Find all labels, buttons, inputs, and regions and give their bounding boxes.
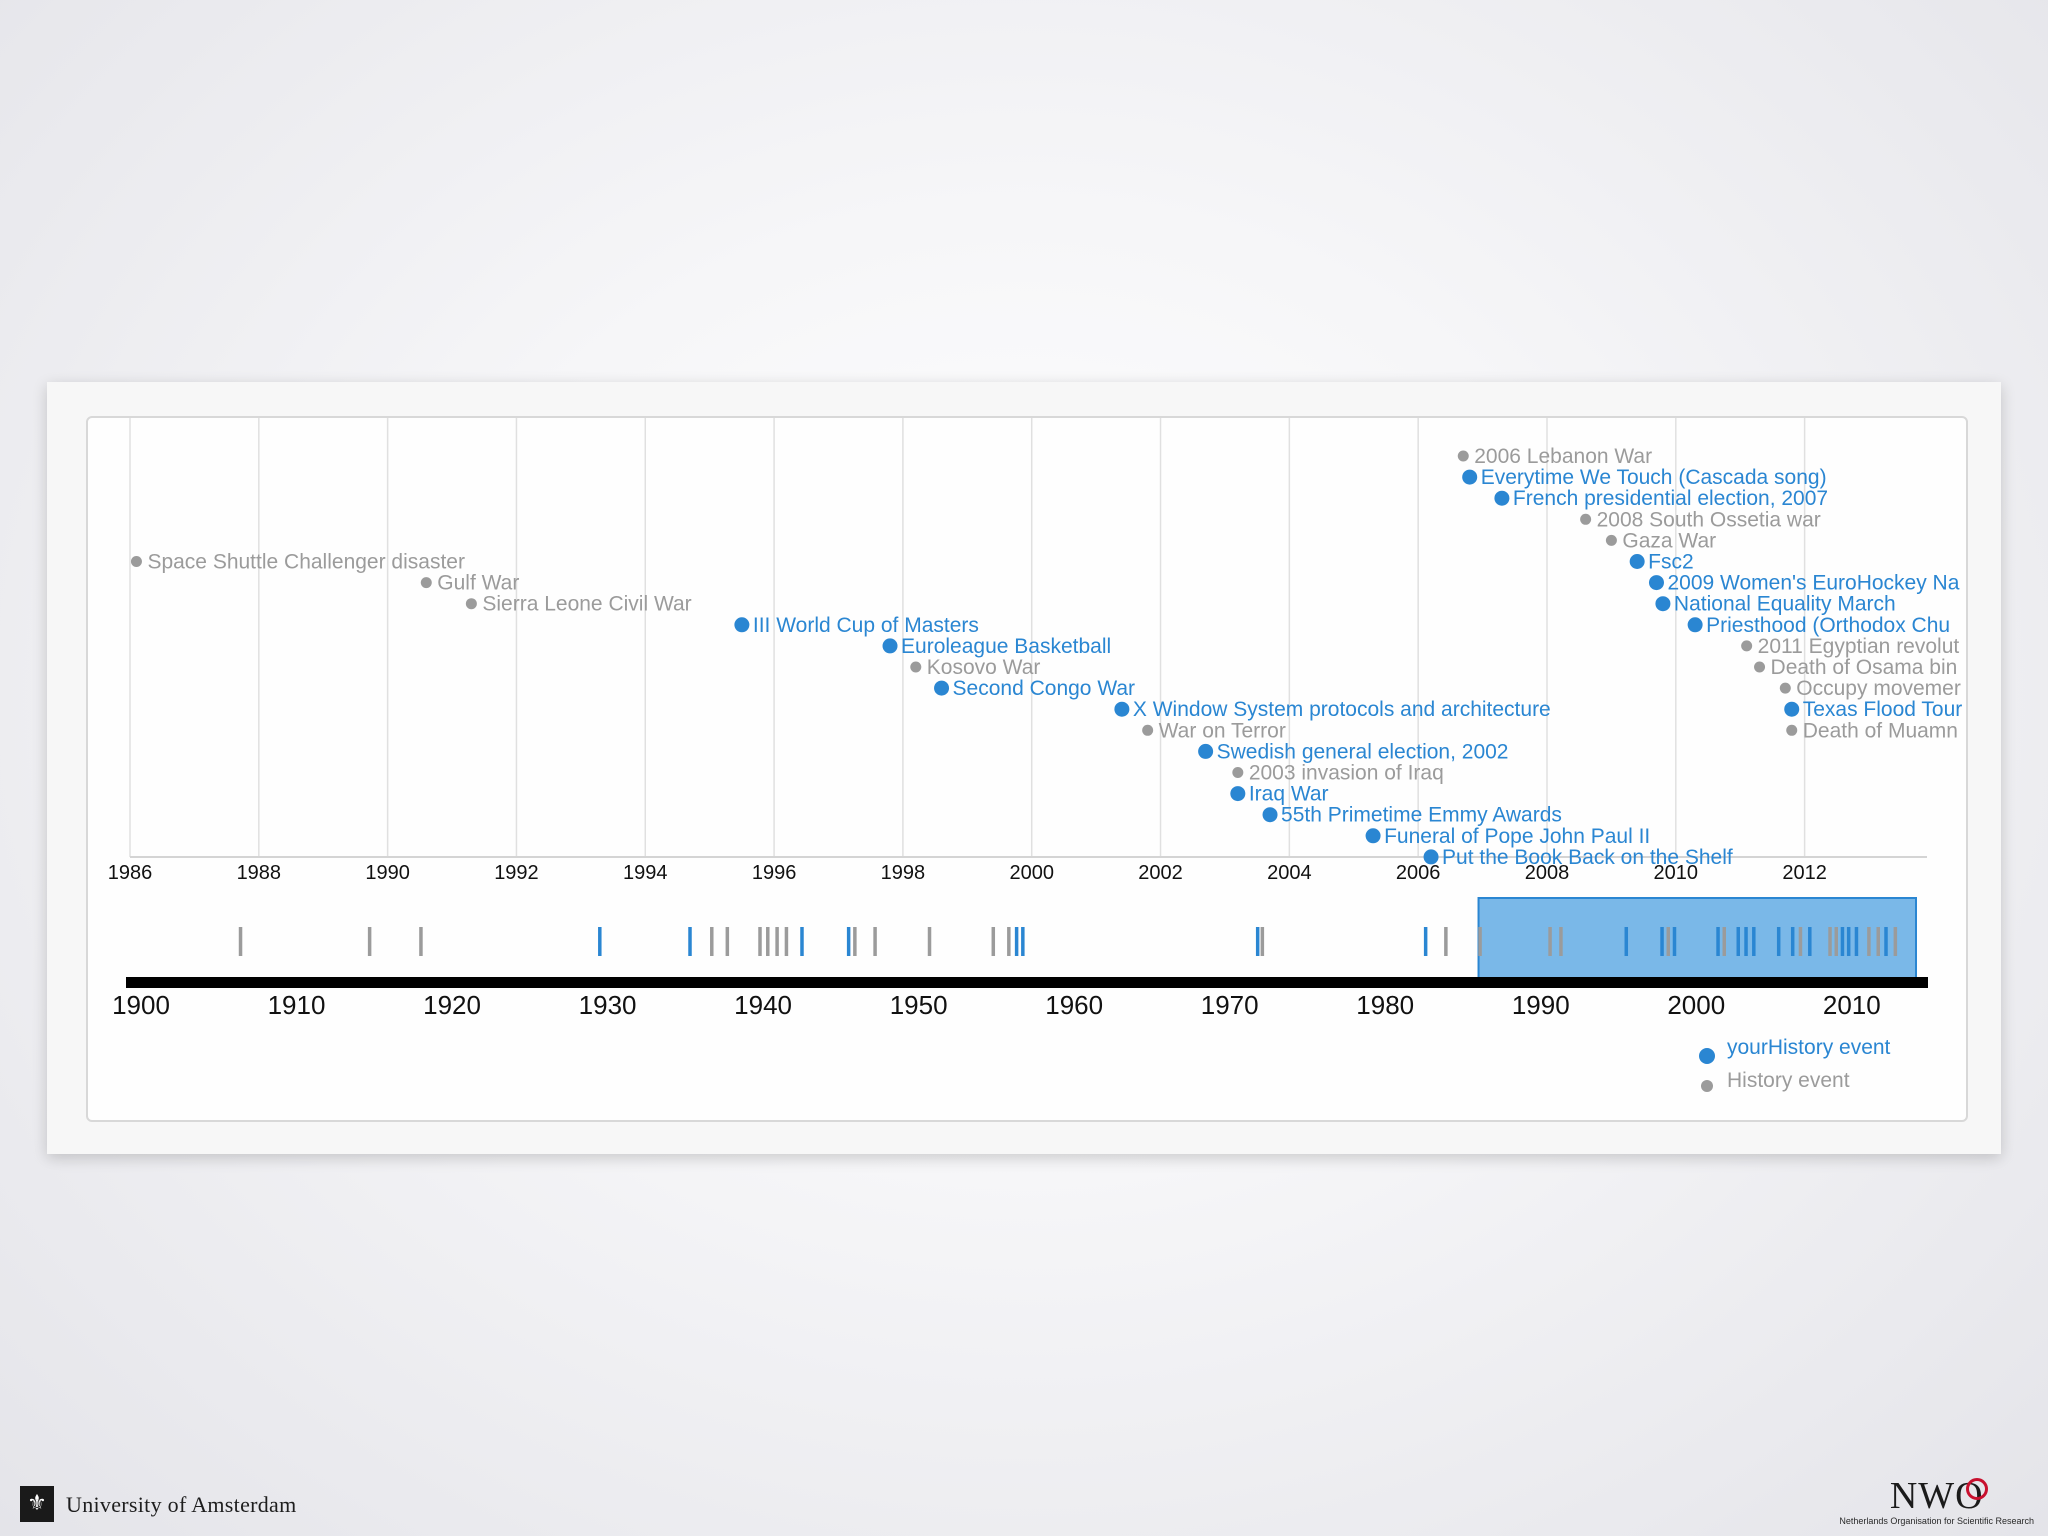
event-label[interactable]: Space Shuttle Challenger disaster <box>147 551 465 574</box>
event-label[interactable]: Swedish general election, 2002 <box>1217 740 1509 763</box>
focus-axis-tick-label: 1998 <box>881 862 926 884</box>
context-axis-tick-label: 1900 <box>112 990 170 1020</box>
event-point[interactable] <box>1648 575 1664 591</box>
context-axis-tick-label: 1940 <box>734 990 792 1020</box>
event-label[interactable]: Everytime We Touch (Cascada song) <box>1481 466 1827 489</box>
context-axis-tick-label: 1990 <box>1512 990 1570 1020</box>
event-label[interactable]: Priesthood (Orthodox Chu <box>1706 614 1950 637</box>
legend-marker <box>1699 1048 1715 1064</box>
focus-axis-tick-label: 2012 <box>1782 862 1827 884</box>
event-point[interactable] <box>1779 682 1791 694</box>
legend-marker <box>1701 1080 1713 1092</box>
event-label[interactable]: French presidential election, 2007 <box>1513 487 1828 510</box>
event-point[interactable] <box>1114 701 1130 717</box>
event-label[interactable]: Death of Osama bin <box>1771 656 1958 679</box>
event-point[interactable] <box>1142 724 1154 736</box>
event-point[interactable] <box>420 577 432 589</box>
event-point[interactable] <box>1365 828 1381 844</box>
context-axis-tick-label: 2010 <box>1823 990 1881 1020</box>
uva-emblem-icon: ⚜ <box>20 1486 54 1522</box>
nwo-wordmark: NWO <box>1890 1474 1988 1518</box>
event-label[interactable]: Iraq War <box>1249 783 1329 806</box>
event-label[interactable]: 2006 Lebanon War <box>1474 445 1652 468</box>
event-label[interactable]: X Window System protocols and architectu… <box>1133 698 1551 721</box>
context-axis-tick-label: 1980 <box>1356 990 1414 1020</box>
event-label[interactable]: National Equality March <box>1674 593 1896 616</box>
event-label[interactable]: Texas Flood Tour <box>1803 698 1963 721</box>
event-label[interactable]: 2009 Women's EuroHockey Na <box>1667 572 1959 595</box>
focus-axis-tick-label: 1996 <box>752 862 797 884</box>
context-axis-tick-label: 1960 <box>1045 990 1103 1020</box>
context-axis-tick-label: 2000 <box>1667 990 1725 1020</box>
event-point[interactable] <box>1741 640 1753 652</box>
event-point[interactable] <box>1462 469 1478 485</box>
event-point[interactable] <box>1198 743 1214 759</box>
event-point[interactable] <box>1655 596 1671 612</box>
event-point[interactable] <box>1605 534 1617 546</box>
event-point[interactable] <box>130 556 142 567</box>
event-label[interactable]: Euroleague Basketball <box>901 635 1111 658</box>
event-point[interactable] <box>1754 661 1766 673</box>
focus-axis-tick-label: 1990 <box>365 862 410 884</box>
legend-label: yourHistory event <box>1727 1036 1891 1059</box>
event-point[interactable] <box>1230 786 1246 802</box>
event-point[interactable] <box>734 617 750 633</box>
event-label[interactable]: 2011 Egyptian revolut <box>1758 635 1960 658</box>
focus-axis-tick-label: 2008 <box>1525 862 1570 884</box>
focus-axis-tick-label: 2000 <box>1009 862 1054 884</box>
focus-axis-tick-label: 2004 <box>1267 862 1312 884</box>
context-axis-tick-label: 1970 <box>1201 990 1259 1020</box>
event-label[interactable]: Fsc2 <box>1648 551 1694 574</box>
event-label[interactable]: Occupy movemer <box>1796 677 1961 700</box>
event-point[interactable] <box>910 661 922 673</box>
event-point[interactable] <box>1262 807 1278 823</box>
event-label[interactable]: Kosovo War <box>927 656 1041 679</box>
event-label[interactable]: War on Terror <box>1159 719 1286 742</box>
event-label[interactable]: 55th Primetime Emmy Awards <box>1281 804 1562 827</box>
timeline-chart-frame <box>86 416 1968 1122</box>
focus-axis-tick-label: 2006 <box>1396 862 1441 884</box>
nwo-logo: NWO Netherlands Organisation for Scienti… <box>1839 1474 2034 1526</box>
event-label[interactable]: Gulf War <box>437 572 519 595</box>
event-label[interactable]: III World Cup of Masters <box>753 614 979 637</box>
context-axis-tick-label: 1920 <box>423 990 481 1020</box>
event-point[interactable] <box>1494 490 1510 506</box>
focus-axis-tick-label: 1994 <box>623 862 668 884</box>
event-point[interactable] <box>1580 513 1592 525</box>
event-point[interactable] <box>1629 554 1645 569</box>
event-point[interactable] <box>1232 767 1244 778</box>
event-point[interactable] <box>882 638 898 654</box>
university-name: University of Amsterdam <box>66 1492 297 1517</box>
focus-axis-tick-label: 1992 <box>494 862 539 884</box>
event-label[interactable]: 2008 South Ossetia war <box>1597 508 1821 531</box>
event-point[interactable] <box>1784 701 1800 717</box>
event-point[interactable] <box>1423 849 1439 865</box>
event-label[interactable]: Put the Book Back on the Shelf <box>1442 846 1733 869</box>
context-axis-tick-label: 1910 <box>268 990 326 1020</box>
event-label[interactable]: Death of Muamn <box>1803 719 1958 742</box>
focus-axis-tick-label: 1988 <box>237 862 282 884</box>
event-label[interactable]: Second Congo War <box>953 677 1135 700</box>
nwo-ring-icon <box>1965 1478 1988 1500</box>
event-point[interactable] <box>1687 617 1703 633</box>
context-axis-tick-label: 1950 <box>890 990 948 1020</box>
focus-axis-tick-label: 1986 <box>108 862 153 884</box>
focus-axis-tick-label: 2002 <box>1138 862 1183 884</box>
context-timeline-bar <box>126 977 1928 988</box>
event-point[interactable] <box>1786 724 1798 736</box>
event-label[interactable]: Funeral of Pope John Paul II <box>1384 825 1650 848</box>
nwo-subtitle: Netherlands Organisation for Scientific … <box>1839 1516 2034 1526</box>
university-logo: ⚜ University of Amsterdam <box>20 1486 297 1522</box>
event-label[interactable]: 2003 invasion of Iraq <box>1249 762 1444 785</box>
legend-label: History event <box>1727 1069 1850 1092</box>
event-label[interactable]: Gaza War <box>1622 529 1716 552</box>
event-label[interactable]: Sierra Leone Civil War <box>482 593 691 616</box>
event-point[interactable] <box>465 598 477 610</box>
event-point[interactable] <box>934 680 950 696</box>
focus-axis-tick-label: 2010 <box>1654 862 1699 884</box>
event-point[interactable] <box>1457 450 1469 462</box>
context-axis-tick-label: 1930 <box>579 990 637 1020</box>
